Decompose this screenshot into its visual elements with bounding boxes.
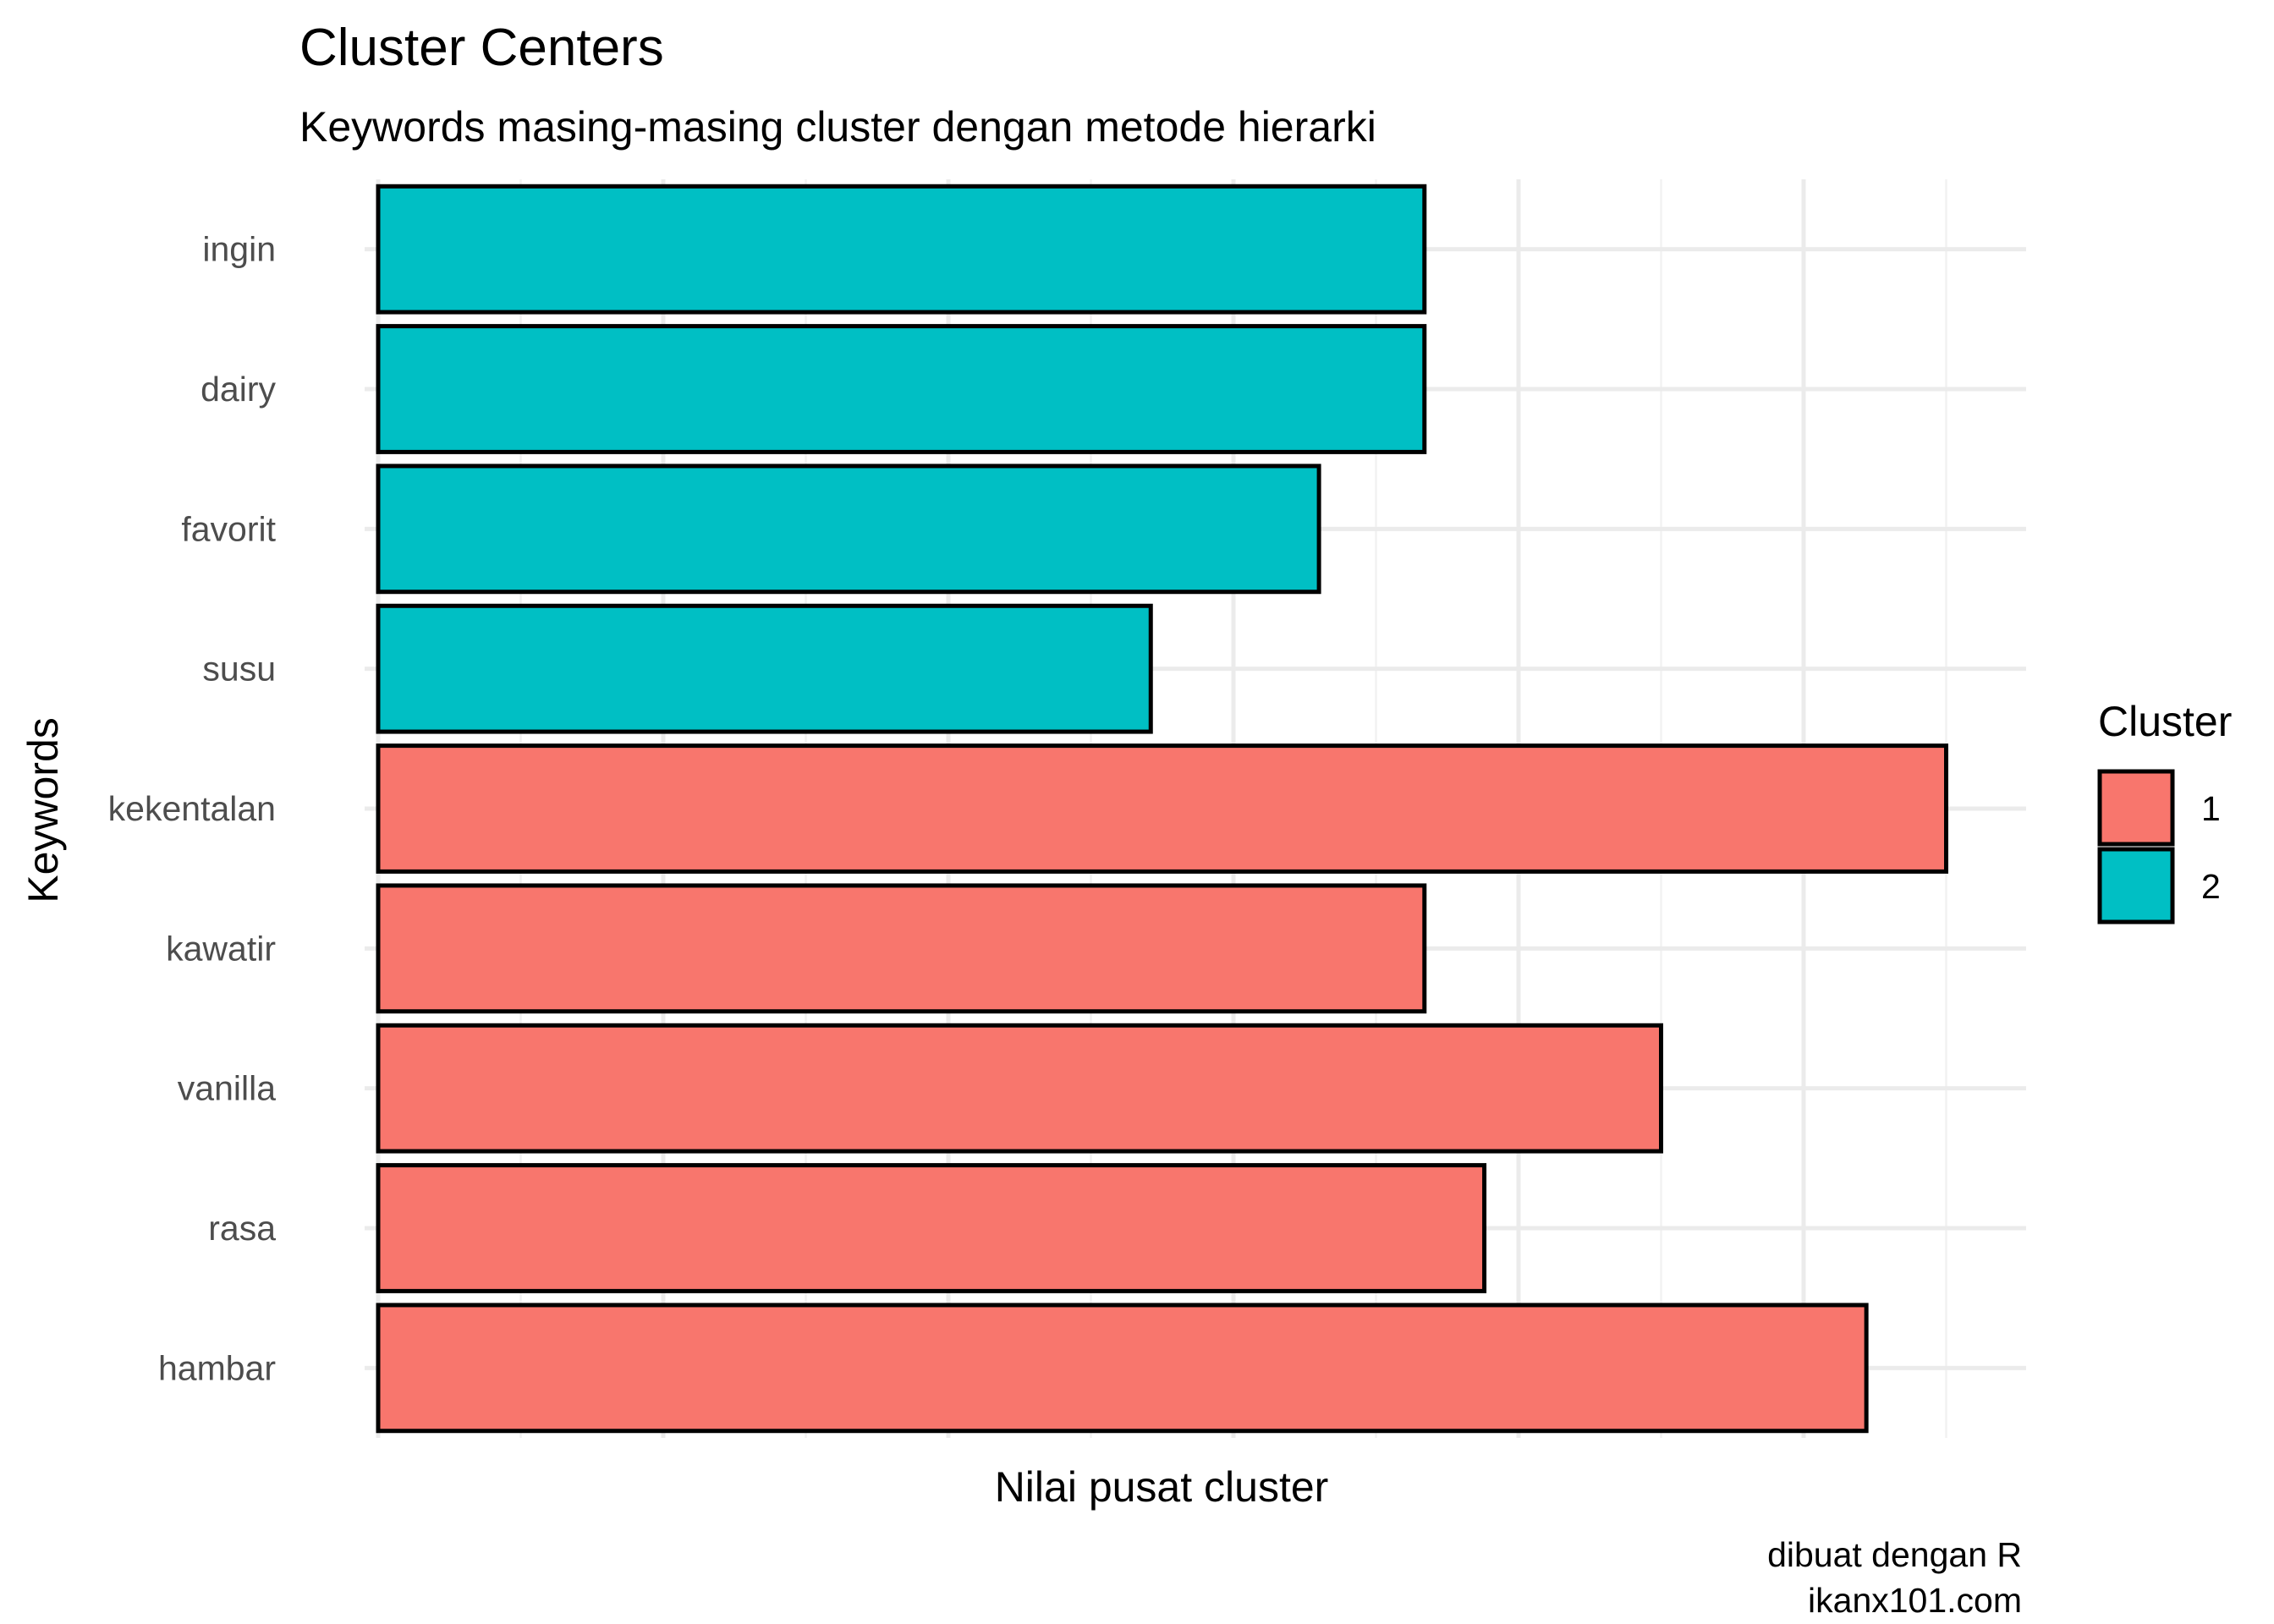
y-axis-title: Keywords bbox=[19, 717, 67, 903]
legend-title: Cluster bbox=[2098, 698, 2232, 745]
y-tick-label-hambar: hambar bbox=[158, 1348, 276, 1387]
bar-ingin bbox=[376, 184, 1427, 315]
y-tick-label-kekentalan: kekentalan bbox=[108, 789, 276, 828]
chart-title: Cluster Centers bbox=[299, 19, 664, 77]
y-tick-label-rasa: rasa bbox=[208, 1209, 276, 1248]
bar-dairy bbox=[376, 324, 1427, 454]
y-tick-label-favorit: favorit bbox=[181, 509, 276, 548]
caption: dibuat dengan R ikanx101.com bbox=[1767, 1535, 2022, 1620]
y-tick-labels: ingin dairy favorit susu kekentalan kawatir va… bbox=[108, 230, 277, 1388]
bar-susu bbox=[376, 603, 1153, 734]
legend-key-2 bbox=[2097, 847, 2175, 924]
y-tick-label-ingin: ingin bbox=[202, 230, 276, 269]
bar-vanilla bbox=[376, 1023, 1663, 1154]
legend-label-1: 1 bbox=[2201, 789, 2221, 828]
caption-line-2: ikanx101.com bbox=[1808, 1581, 2022, 1620]
bars bbox=[376, 184, 1948, 1434]
caption-line-1: dibuat dengan R bbox=[1767, 1535, 2022, 1574]
y-tick-label-susu: susu bbox=[202, 650, 276, 689]
y-tick-label-vanilla: vanilla bbox=[178, 1069, 276, 1108]
legend-key-1 bbox=[2097, 769, 2175, 847]
bar-favorit bbox=[376, 464, 1321, 595]
y-tick-label-dairy: dairy bbox=[200, 370, 276, 409]
y-tick-label-kawatir: kawatir bbox=[166, 929, 276, 968]
bar-hambar bbox=[376, 1303, 1869, 1434]
bar-kawatir bbox=[376, 883, 1427, 1014]
bar-kekentalan bbox=[376, 743, 1948, 874]
bar-rasa bbox=[376, 1163, 1487, 1293]
chart-subtitle: Keywords masing-masing cluster dengan me… bbox=[299, 103, 1376, 151]
x-axis-title: Nilai pusat cluster bbox=[995, 1463, 1329, 1511]
legend: Cluster 1 2 bbox=[2097, 698, 2232, 924]
legend-label-2: 2 bbox=[2201, 867, 2221, 906]
